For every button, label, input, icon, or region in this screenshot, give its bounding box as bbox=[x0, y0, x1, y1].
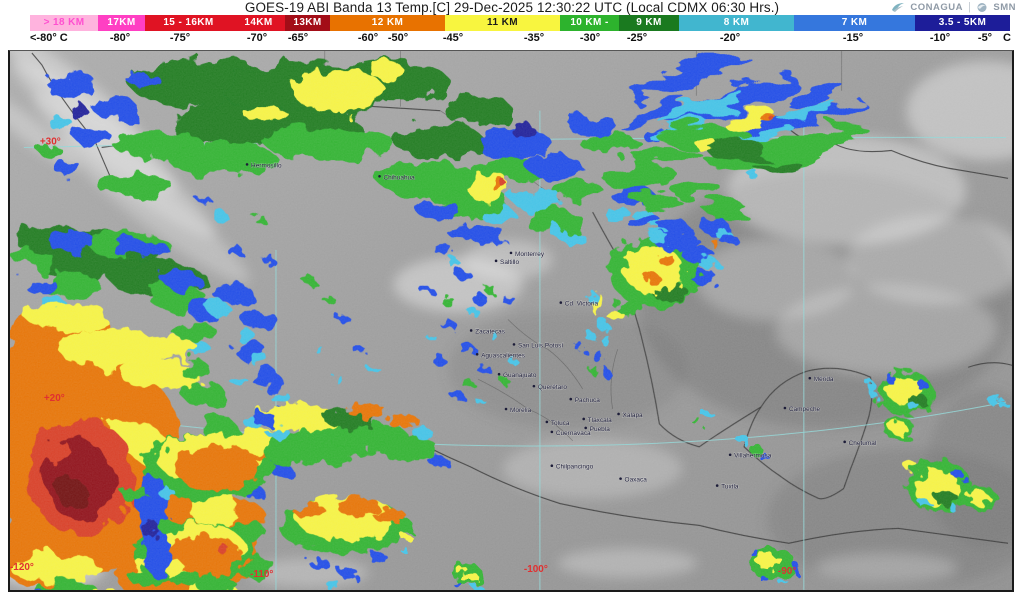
grid-coordinate-labels: +30° +20° -120° -110° -100° -90° bbox=[10, 136, 796, 580]
grid-label: -120° bbox=[10, 562, 34, 573]
city-label: Tuxtla bbox=[721, 484, 739, 491]
city-label: Villahermosa bbox=[734, 453, 772, 460]
legend-segment: 14KM bbox=[232, 15, 285, 31]
city-label: Tlaxcala bbox=[588, 417, 612, 424]
grid-label: -90° bbox=[778, 566, 796, 577]
temp-label: -75° bbox=[169, 32, 191, 44]
grid-label: -100° bbox=[524, 564, 548, 575]
temp-label: -70° bbox=[246, 32, 268, 44]
legend-segment: 8 KM bbox=[679, 15, 794, 31]
temp-label: -80° bbox=[109, 32, 131, 44]
legend-segment: 13KM bbox=[285, 15, 330, 31]
legend-segment: 9 KM bbox=[619, 15, 679, 31]
city-label: Saltillo bbox=[500, 259, 519, 266]
agency-logos: CONAGUA | SMN bbox=[891, 1, 1016, 13]
temp-label: -20° bbox=[719, 32, 741, 44]
temp-label: <-80° C bbox=[30, 32, 68, 44]
altitude-color-legend: > 18 KM 17KM 15 - 16KM 14KM 13KM 12 KM 1… bbox=[30, 15, 1010, 31]
grain-overlay bbox=[10, 51, 1012, 590]
city-label: San Luis Potosí bbox=[518, 342, 563, 349]
conagua-logo-text: CONAGUA bbox=[910, 1, 964, 13]
temp-label: C bbox=[1003, 32, 1011, 44]
grid-label: +30° bbox=[40, 136, 61, 147]
temp-label: -35° bbox=[523, 32, 545, 44]
city-label: Xalapa bbox=[623, 412, 644, 419]
temp-label: -5° bbox=[977, 32, 993, 44]
city-label: Cuernavaca bbox=[556, 430, 591, 437]
city-label: Guanajuato bbox=[503, 372, 537, 379]
temp-label: -45° bbox=[442, 32, 464, 44]
city-label: Oaxaca bbox=[625, 477, 648, 484]
temp-label: -60° bbox=[357, 32, 379, 44]
city-label: Puebla bbox=[590, 426, 611, 433]
satellite-image: +30° +20° -120° -110° -100° -90° Hermosi… bbox=[10, 51, 1012, 590]
city-label: Campeche bbox=[789, 406, 821, 413]
temp-label: -25° bbox=[626, 32, 648, 44]
legend-segment: 10 KM - bbox=[560, 15, 619, 31]
temperature-scale: <-80° C -80° -75° -70° -65° -60° -50° -4… bbox=[0, 32, 1024, 47]
legend-segment: 12 KM bbox=[330, 15, 445, 31]
city-label: Morelia bbox=[510, 407, 532, 414]
legend-segment: 7 KM bbox=[794, 15, 915, 31]
smn-logo-text: SMN bbox=[993, 1, 1016, 13]
grid-label: +20° bbox=[44, 393, 65, 404]
city-label: Querétaro bbox=[538, 384, 567, 391]
city-label: Hermosillo bbox=[251, 162, 282, 169]
conagua-logo-icon bbox=[892, 2, 905, 12]
city-label: Chilpancingo bbox=[556, 464, 594, 471]
city-label: Aguascalientes bbox=[481, 352, 525, 359]
temp-label: -10° bbox=[929, 32, 951, 44]
city-label: Chihuahua bbox=[384, 174, 416, 181]
city-label: Pachuca bbox=[575, 397, 601, 404]
temp-label: -65° bbox=[287, 32, 309, 44]
legend-segment: > 18 KM bbox=[30, 15, 98, 31]
city-label: Monterrey bbox=[515, 251, 545, 258]
smn-logo-icon bbox=[977, 2, 987, 12]
city-label: Chetumal bbox=[849, 440, 877, 447]
logo-divider: | bbox=[968, 1, 972, 13]
legend-segment: 11 KM bbox=[445, 15, 560, 31]
city-label: Mérida bbox=[814, 376, 834, 383]
grid-label: -110° bbox=[250, 569, 273, 580]
legend-segment: 3.5 - 5KM bbox=[915, 15, 1010, 31]
temp-label: -30° bbox=[579, 32, 601, 44]
city-label: Cd. Victoria bbox=[565, 301, 599, 308]
satellite-map: +30° +20° -120° -110° -100° -90° Hermosi… bbox=[8, 50, 1014, 592]
legend-segment: 15 - 16KM bbox=[145, 15, 232, 31]
temp-label: -50° bbox=[387, 32, 409, 44]
image-title: GOES-19 ABI Banda 13 Temp.[C] 29-Dec-202… bbox=[244, 0, 780, 15]
city-label: Zacatecas bbox=[475, 328, 505, 335]
legend-segment: 17KM bbox=[98, 15, 145, 31]
city-label: Toluca bbox=[551, 420, 570, 427]
city-labels: Hermosillo Chihuahua Monterrey Saltillo … bbox=[245, 162, 877, 491]
temp-label: -15° bbox=[842, 32, 864, 44]
